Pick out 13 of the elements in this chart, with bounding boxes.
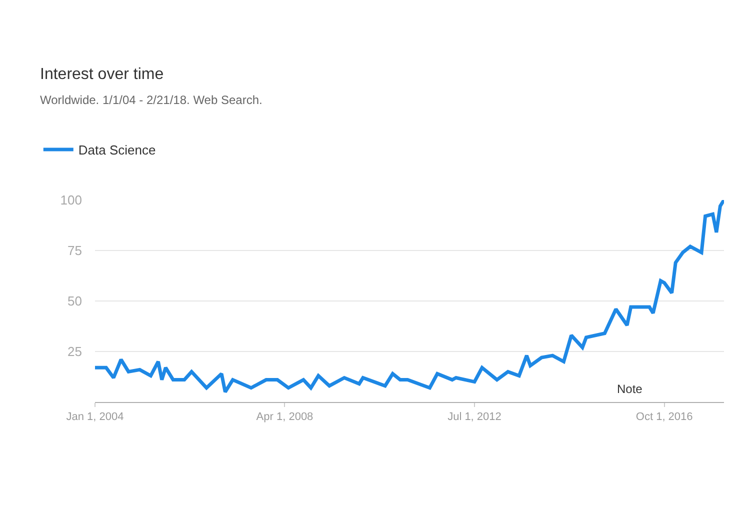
line-series (95, 200, 724, 394)
y-tick-label: 75 (68, 243, 82, 258)
y-tick-label: 100 (60, 192, 82, 208)
y-tick-label: 50 (68, 294, 82, 309)
x-tick-label: Jul 1, 2012 (448, 411, 502, 424)
annotation: Note (617, 382, 643, 396)
y-tick-label: 25 (68, 344, 82, 360)
legend-label: Data Science (78, 142, 156, 158)
chart-subtitle: Worldwide. 1/1/04 - 2/21/18. Web Search. (40, 93, 262, 107)
chart-title: Interest over time (40, 66, 164, 83)
x-tick-label: Oct 1, 2016 (636, 411, 693, 424)
x-tick-label: Apr 1, 2008 (256, 411, 314, 424)
x-tick-label: Jan 1, 2004 (66, 411, 124, 424)
